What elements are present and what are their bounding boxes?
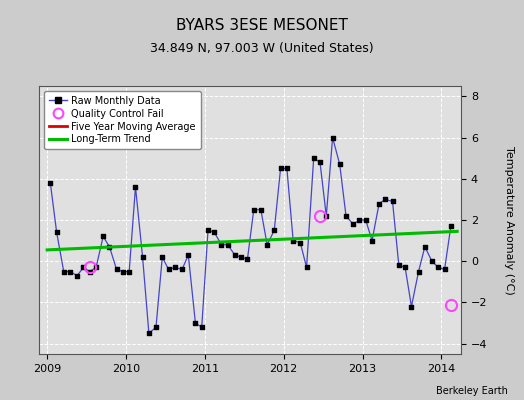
Point — [428, 258, 436, 264]
Point — [165, 266, 173, 273]
Point — [118, 268, 127, 275]
Point — [368, 238, 376, 244]
Point — [85, 268, 94, 275]
Point — [329, 134, 337, 141]
Point — [407, 303, 416, 310]
Point — [66, 268, 74, 275]
Text: Berkeley Earth: Berkeley Earth — [436, 386, 508, 396]
Point — [276, 165, 285, 172]
Point — [421, 244, 429, 250]
Point — [145, 330, 153, 336]
Point — [414, 268, 423, 275]
Point — [99, 233, 107, 240]
Point — [434, 264, 442, 271]
Point — [263, 242, 271, 248]
Point — [52, 229, 61, 236]
Legend: Raw Monthly Data, Quality Control Fail, Five Year Moving Average, Long-Term Tren: Raw Monthly Data, Quality Control Fail, … — [44, 91, 201, 149]
Point — [92, 264, 100, 271]
Y-axis label: Temperature Anomaly (°C): Temperature Anomaly (°C) — [504, 146, 514, 294]
Point — [60, 268, 68, 275]
Point — [355, 217, 364, 223]
Point — [152, 324, 160, 330]
Point — [388, 198, 397, 205]
Point — [191, 320, 200, 326]
Point — [310, 155, 318, 161]
Point — [178, 266, 186, 273]
Point — [138, 254, 147, 260]
Point — [249, 206, 258, 213]
Point — [105, 244, 114, 250]
Text: 34.849 N, 97.003 W (United States): 34.849 N, 97.003 W (United States) — [150, 42, 374, 55]
Point — [335, 161, 344, 168]
Point — [204, 227, 212, 234]
Point — [349, 221, 357, 227]
Point — [381, 196, 390, 202]
Point — [125, 268, 134, 275]
Point — [282, 165, 291, 172]
Point — [362, 217, 370, 223]
Point — [132, 184, 140, 190]
Point — [184, 252, 192, 258]
Point — [440, 266, 449, 273]
Point — [198, 324, 206, 330]
Point — [316, 159, 324, 166]
Point — [237, 254, 245, 260]
Point — [257, 206, 265, 213]
Point — [302, 264, 311, 271]
Point — [375, 200, 384, 207]
Point — [224, 242, 232, 248]
Point — [217, 242, 226, 248]
Point — [210, 229, 219, 236]
Point — [73, 272, 81, 279]
Point — [46, 180, 54, 186]
Point — [395, 262, 403, 268]
Point — [401, 264, 409, 271]
Point — [112, 266, 121, 273]
Point — [158, 254, 167, 260]
Point — [289, 238, 298, 244]
Point — [322, 213, 331, 219]
Point — [243, 256, 252, 262]
Point — [296, 240, 304, 246]
Point — [342, 213, 350, 219]
Text: BYARS 3ESE MESONET: BYARS 3ESE MESONET — [176, 18, 348, 33]
Point — [270, 227, 278, 234]
Point — [79, 264, 88, 271]
Point — [446, 223, 455, 229]
Point — [231, 252, 239, 258]
Point — [171, 264, 179, 271]
